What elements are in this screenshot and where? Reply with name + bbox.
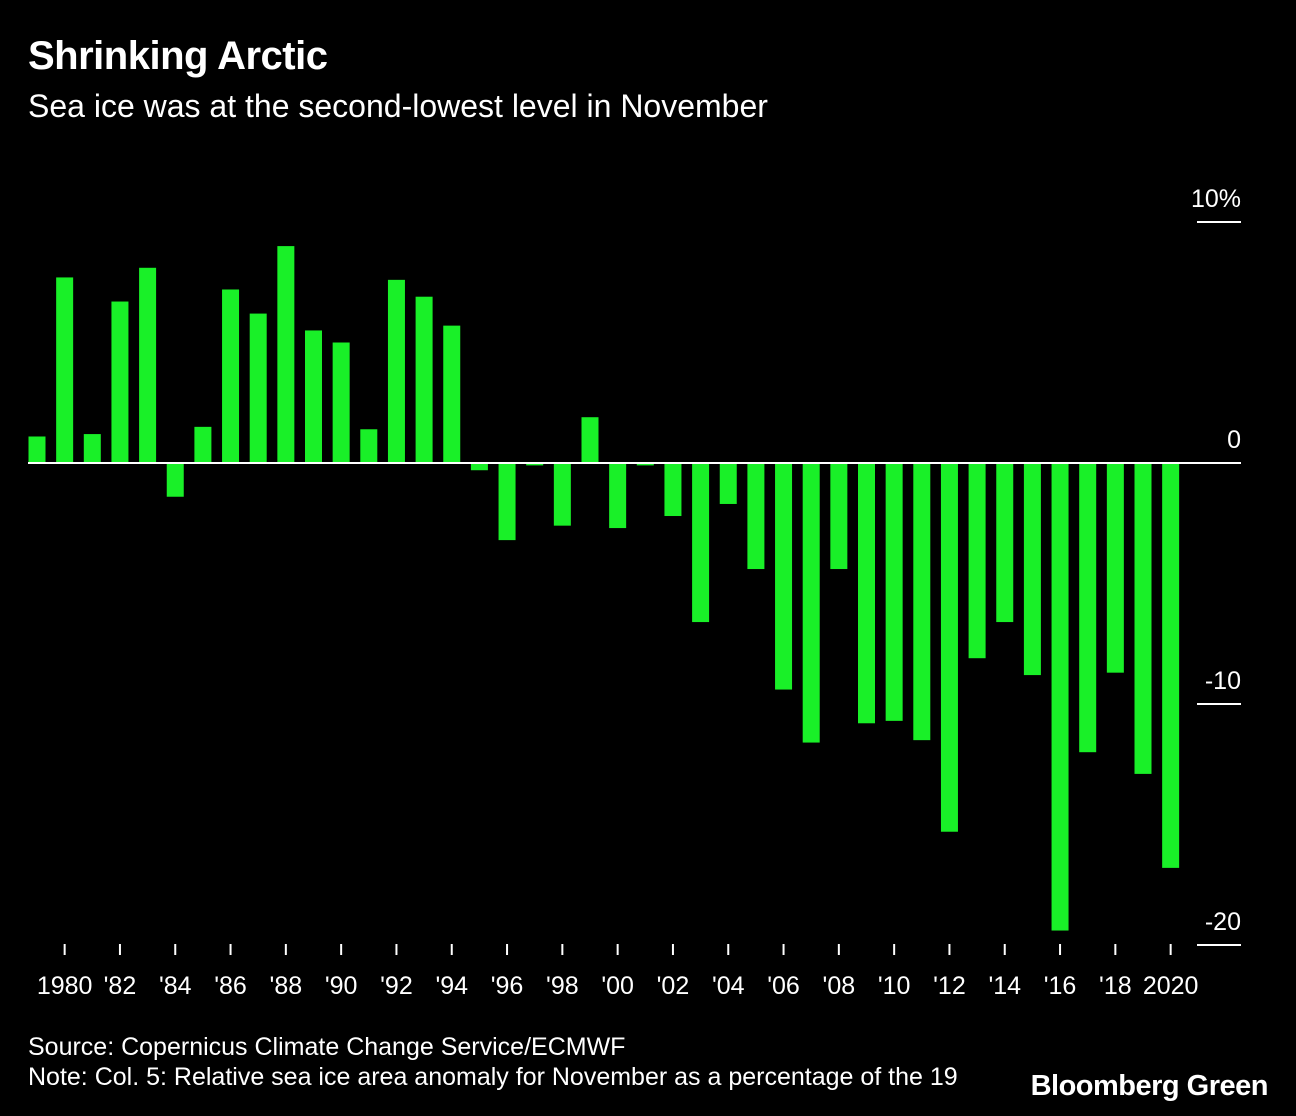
bar-2005	[747, 463, 765, 570]
bar-1987	[249, 313, 267, 463]
bar-1990	[332, 342, 350, 463]
bar-2002	[664, 463, 682, 517]
bar-2015	[1023, 463, 1041, 676]
bar-2000	[609, 463, 627, 529]
bar-2018	[1106, 463, 1124, 673]
x-tick-label: '88	[270, 972, 303, 1000]
x-tick-label: '92	[380, 972, 413, 1000]
bar-2001	[636, 463, 654, 466]
bar-2011	[913, 463, 931, 741]
bar-1979	[28, 436, 46, 463]
bar-1999	[581, 417, 599, 463]
x-tick-label: '08	[823, 972, 856, 1000]
x-tick-label: '98	[546, 972, 579, 1000]
bar-2007	[802, 463, 820, 743]
bar-1980	[56, 277, 74, 463]
x-tick-label: '18	[1099, 972, 1132, 1000]
x-tick-label: '06	[767, 972, 800, 1000]
bar-1984	[166, 463, 184, 497]
footnote: Note: Col. 5: Relative sea ice area anom…	[28, 1063, 958, 1091]
x-tick-label: '90	[325, 972, 358, 1000]
x-tick-label: '00	[601, 972, 634, 1000]
chart-subtitle: Sea ice was at the second-lowest level i…	[28, 88, 768, 124]
x-tick-label: '04	[712, 972, 745, 1000]
x-tick-label: '16	[1044, 972, 1077, 1000]
bar-1993	[415, 296, 433, 463]
bar-1989	[305, 330, 322, 463]
bar-1997	[526, 463, 544, 466]
x-tick-label: '94	[435, 972, 468, 1000]
source-note: Source: Copernicus Climate Change Servic…	[28, 1033, 626, 1061]
bar-1985	[194, 426, 212, 463]
chart-title: Shrinking Arctic	[28, 34, 328, 78]
bar-1988	[277, 246, 295, 463]
bar-1998	[553, 463, 571, 526]
bar-1996	[498, 463, 516, 541]
x-tick-label: '02	[657, 972, 690, 1000]
bar-2003	[692, 463, 710, 623]
y-tick-label: 0	[1227, 426, 1241, 454]
bar-2013	[968, 463, 986, 659]
y-tick-label: -20	[1205, 908, 1241, 936]
x-tick-label: '86	[214, 972, 247, 1000]
x-tick-label: 1980	[37, 972, 93, 1000]
bar-1983	[139, 267, 157, 463]
x-tick-label: 2020	[1143, 972, 1199, 1000]
y-tick-label: -10	[1205, 667, 1241, 695]
bar-2017	[1079, 463, 1097, 753]
bar-2012	[940, 463, 958, 832]
bar-2008	[830, 463, 848, 570]
bar-1986	[222, 289, 240, 463]
brand-logo: Bloomberg Green	[1024, 1070, 1269, 1103]
bar-1981	[83, 434, 101, 463]
bar-2014	[996, 463, 1014, 623]
x-tick-label: '96	[491, 972, 524, 1000]
x-tick-label: '84	[159, 972, 192, 1000]
bar-1994	[443, 325, 461, 463]
x-tick-label: '14	[988, 972, 1021, 1000]
bar-1991	[360, 429, 378, 463]
x-tick-label: '12	[933, 972, 966, 1000]
y-tick-label: 10%	[1191, 185, 1241, 213]
x-tick-label: '10	[878, 972, 911, 1000]
bar-1995	[470, 463, 488, 471]
bar-1992	[387, 279, 405, 463]
x-tick-label: '82	[104, 972, 137, 1000]
bar-2009	[858, 463, 875, 724]
bar-2004	[719, 463, 737, 504]
bar-2006	[775, 463, 793, 690]
bar-2019	[1134, 463, 1152, 774]
bar-2016	[1051, 463, 1069, 931]
bar-1982	[111, 301, 129, 463]
bar-2020	[1162, 463, 1180, 868]
bar-2010	[885, 463, 903, 721]
